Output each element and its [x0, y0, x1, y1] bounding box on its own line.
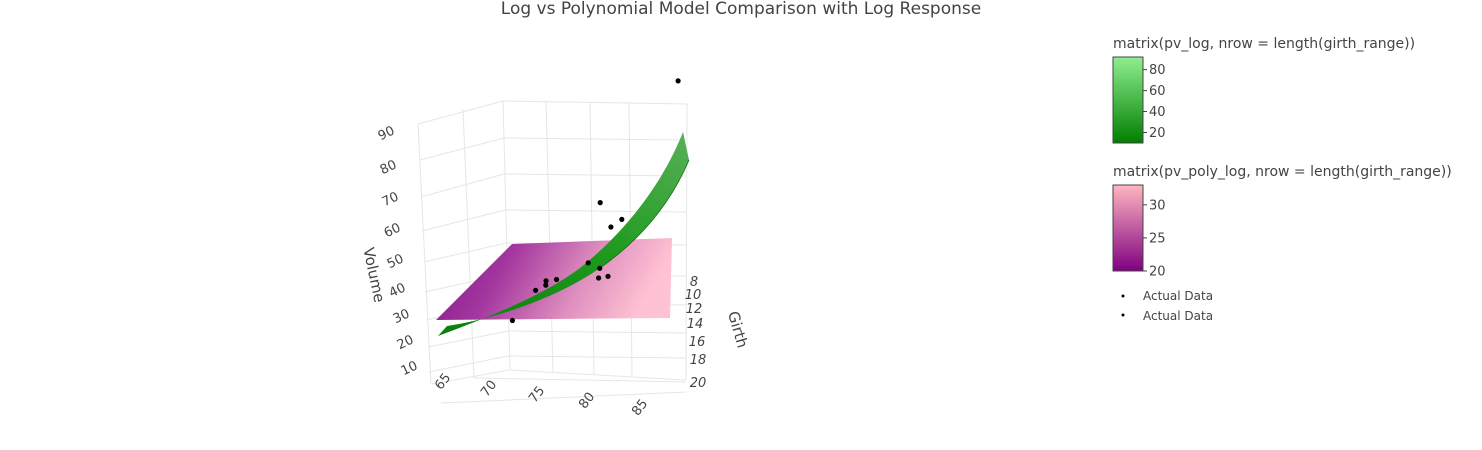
- z-tick-label: 30: [391, 307, 412, 328]
- chart-title: Log vs Polynomial Model Comparison with …: [501, 0, 981, 19]
- z-tick-label: 40: [387, 281, 408, 302]
- colorbar-tick-label: 30: [1149, 198, 1166, 213]
- colorbar-tick-label: 25: [1149, 231, 1166, 246]
- colorbar-tick-label: 20: [1149, 265, 1166, 280]
- colorbar-pv-log-gradient: [1112, 56, 1144, 144]
- y-axis-label: Girth: [724, 309, 752, 350]
- y-tick-label: 10: [685, 288, 702, 303]
- colorbar-pv-poly-log-gradient: [1112, 184, 1144, 272]
- data-point: [543, 282, 549, 288]
- z-tick-label: 90: [376, 124, 397, 145]
- z-axis-label: Volume: [359, 246, 388, 304]
- surface-pv-log: [438, 132, 689, 336]
- legend-item-label: Actual Data: [1143, 289, 1213, 303]
- data-point: [509, 317, 515, 324]
- data-point: [608, 224, 614, 230]
- colorbar-tick-label: 20: [1149, 126, 1166, 141]
- colorbar-tick-label: 80: [1149, 63, 1166, 78]
- colorbar-pv-log-title: matrix(pv_log, nrow = length(girth_range…: [1113, 36, 1415, 52]
- data-point: [533, 287, 539, 293]
- y-tick-label: 16: [689, 335, 706, 350]
- x-tick-label: 65: [432, 371, 454, 393]
- data-point: [619, 216, 625, 222]
- data-point: [597, 265, 603, 271]
- data-point: [597, 200, 603, 206]
- data-point: [553, 276, 560, 283]
- data-point: [585, 260, 591, 266]
- z-tick-label: 60: [382, 221, 403, 242]
- x-tick-label: 85: [629, 397, 651, 419]
- colorbar-pv-poly-log-title: matrix(pv_poly_log, nrow = length(girth_…: [1113, 164, 1452, 180]
- y-tick-label: 14: [687, 317, 704, 332]
- x-tick-label: 70: [478, 378, 500, 400]
- legend-marker-icon: [1121, 294, 1125, 298]
- legend-item[interactable]: Actual Data: [1121, 289, 1214, 303]
- scatter-points: [509, 78, 681, 324]
- y-tick-label: 20: [690, 376, 707, 391]
- colorbar-tick-label: 60: [1149, 84, 1166, 99]
- z-tick-label: 10: [399, 359, 420, 380]
- y-tick-label: 8: [690, 275, 698, 290]
- data-point: [543, 278, 549, 284]
- x-tick-label: 80: [576, 390, 598, 412]
- legend-marker-icon: [1121, 313, 1125, 317]
- x-tick-label: 75: [526, 384, 548, 406]
- z-tick-label: 80: [378, 158, 399, 179]
- colorbar-tick-label: 40: [1149, 105, 1166, 120]
- data-point: [675, 78, 681, 84]
- colorbar-pv-poly-log: matrix(pv_poly_log, nrow = length(girth_…: [1112, 164, 1452, 280]
- legend: Actual Data Actual Data: [1121, 289, 1214, 323]
- legend-item[interactable]: Actual Data: [1121, 309, 1214, 323]
- legend-item-label: Actual Data: [1143, 309, 1213, 323]
- data-point: [596, 275, 602, 281]
- colorbar-pv-log-ticks: 20 40 60 80: [1143, 63, 1166, 141]
- z-tick-label: 20: [395, 333, 416, 354]
- data-point: [605, 273, 611, 279]
- colorbar-pv-log: matrix(pv_log, nrow = length(girth_range…: [1112, 36, 1415, 144]
- y-tick-label: 12: [686, 302, 703, 317]
- z-axis-ticks: 90 80 70 60 50 40 30 20 10: [376, 124, 420, 380]
- colorbar-pv-poly-log-ticks: 20 25 30: [1143, 198, 1166, 280]
- z-tick-label: 50: [385, 252, 406, 273]
- y-tick-label: 18: [690, 353, 707, 368]
- surface-pv-log-edge: [599, 159, 690, 269]
- z-tick-label: 70: [380, 190, 401, 211]
